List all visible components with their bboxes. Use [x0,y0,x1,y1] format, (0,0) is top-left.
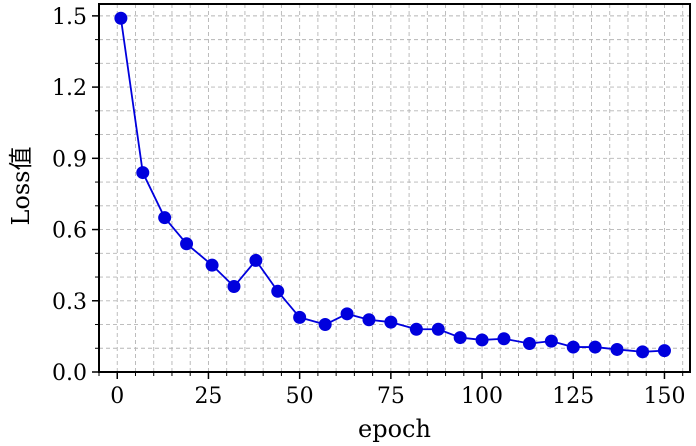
x-tick-label: 75 [377,384,405,409]
data-point [293,310,307,324]
y-tick-label: 0.9 [52,147,87,172]
data-point [271,284,285,298]
data-point [158,211,172,225]
data-point [522,337,536,351]
x-tick-label: 25 [194,384,222,409]
data-point [409,322,423,336]
data-point [114,11,128,25]
x-tick-label: 100 [461,384,503,409]
x-axis-label: epoch [358,415,431,443]
data-point [205,258,219,272]
data-point [340,307,354,321]
axis-ticks [92,15,684,379]
data-point [657,344,671,358]
data-point [318,318,332,332]
data-point [249,253,263,267]
plot-frame [98,3,691,373]
y-tick-label: 0.0 [52,361,87,386]
series-line [119,18,665,353]
tick-labels: 0 25 50 75 100 125 150 0.0 0.3 0.6 0.9 1.2 1.5 [52,5,685,409]
data-point [610,342,624,356]
data-point [497,332,511,346]
data-point [362,313,376,327]
x-tick-label: 125 [552,384,594,409]
y-tick-label: 1.2 [52,76,87,101]
data-point [227,280,241,294]
y-tick-label: 1.5 [52,5,87,30]
data-point [180,237,194,251]
data-point [453,331,467,345]
data-point [136,166,150,180]
x-tick-label: 150 [643,384,685,409]
data-point [566,340,580,354]
data-point [431,322,445,336]
x-tick-label: 50 [286,384,314,409]
series-layer [114,11,671,359]
y-axis-label: Loss值 [7,146,35,225]
data-point [544,334,558,348]
y-tick-label: 0.3 [52,290,87,315]
data-point [475,333,489,347]
data-point [384,315,398,329]
y-tick-label: 0.6 [52,219,87,244]
x-tick-label: 0 [110,384,124,409]
data-point [588,340,602,354]
data-point [636,345,650,359]
